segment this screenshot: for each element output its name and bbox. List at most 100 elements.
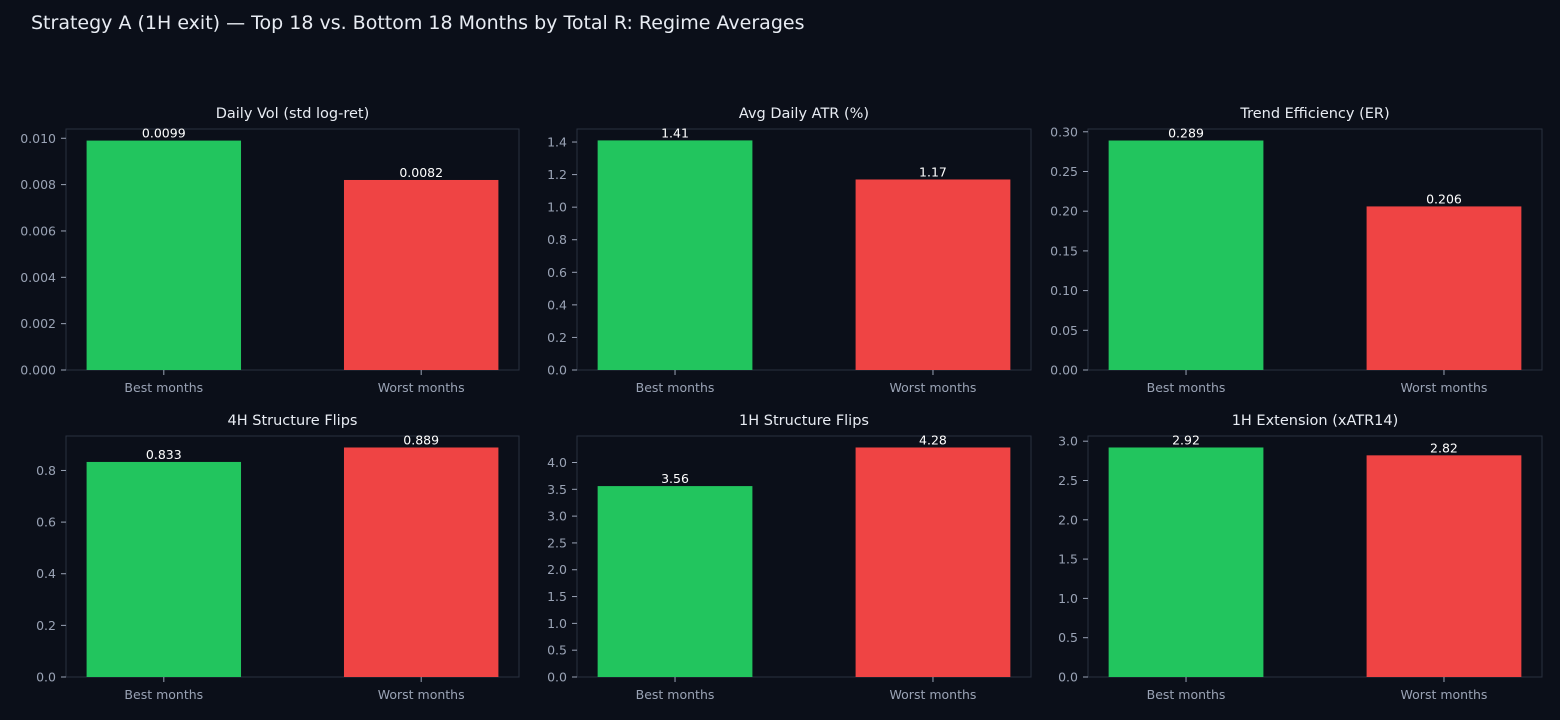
y-tick-label: 0.2: [547, 330, 567, 345]
panel-title: Trend Efficiency (ER): [1239, 106, 1389, 122]
chart-panel-3: Trend Efficiency (ER) 0.00 0.05 0.10 0.15 0.2…: [1050, 106, 1543, 395]
y-tick-label: 1.0: [547, 200, 567, 215]
x-tick-label: Worst months: [1401, 380, 1488, 395]
y-tick-label: 2.5: [547, 535, 567, 550]
y-tick-label: 0.008: [20, 177, 56, 192]
y-tick-label: 0.05: [1050, 323, 1078, 338]
bar-worst-months: [343, 179, 499, 370]
axes-frame: [65, 435, 520, 678]
y-tick-label: 3.0: [547, 509, 567, 524]
y-tick-label: 2.5: [1058, 473, 1078, 488]
x-tick-label: Best months: [636, 380, 715, 395]
chart-panel-6: 1H Extension (xATR14) 0.0 0.5 1.0 1.5 2.0 2.5 3…: [1058, 413, 1543, 702]
y-tick-label: 0.4: [547, 297, 567, 312]
y-tick-label: 0.0: [1058, 670, 1078, 685]
x-tick-label: Worst months: [378, 380, 465, 395]
bar-worst-months: [855, 447, 1011, 677]
y-tick-label: 0.6: [36, 515, 56, 530]
bar-value-label: 0.206: [1426, 191, 1462, 206]
axes-frame: [1087, 435, 1543, 678]
bar-best-months: [86, 140, 242, 370]
x-tick-label: Worst months: [1401, 687, 1488, 702]
y-tick-label: 2.0: [547, 562, 567, 577]
bar-value-label: 4.28: [919, 432, 947, 447]
chart-panels: Daily Vol (std log-ret) 0.000 0.002 0.004 0.…: [20, 106, 1543, 702]
bar-value-label: 0.0082: [399, 165, 443, 180]
y-tick-label: 0.00: [1050, 363, 1078, 378]
bar-value-label: 3.56: [661, 471, 689, 486]
bar-worst-months: [1366, 455, 1522, 677]
y-tick-label: 0.10: [1050, 283, 1078, 298]
y-tick-label: 0.5: [547, 643, 567, 658]
y-tick-label: 0.2: [36, 618, 56, 633]
figure-title: Strategy A (1H exit) — Top 18 vs. Bottom…: [31, 12, 804, 34]
y-tick-label: 1.0: [547, 616, 567, 631]
y-tick-label: 1.0: [1058, 591, 1078, 606]
bar-value-label: 0.833: [146, 447, 182, 462]
y-tick-label: 1.2: [547, 167, 567, 182]
y-tick-label: 0.0: [36, 670, 56, 685]
bar-value-label: 0.289: [1168, 126, 1204, 141]
x-tick-label: Best months: [1147, 687, 1226, 702]
chart-panel-2: Avg Daily ATR (%) 0.0 0.2 0.4 0.6 0.8 1.0 1.2 1.…: [547, 106, 1032, 395]
y-tick-label: 0.0: [547, 670, 567, 685]
y-tick-label: 0.010: [20, 131, 56, 146]
y-tick-label: 1.5: [1058, 552, 1078, 567]
x-tick-label: Best months: [636, 687, 715, 702]
x-tick-label: Worst months: [378, 687, 465, 702]
bar-value-label: 1.41: [661, 125, 689, 140]
chart-panel-4: 4H Structure Flips 0.0 0.2 0.4 0.6 0.8 0.833 Be…: [36, 413, 520, 702]
x-tick-label: Best months: [124, 380, 203, 395]
bar-worst-months: [1366, 206, 1522, 370]
y-tick-label: 1.4: [547, 135, 567, 150]
panel-title: 1H Extension (xATR14): [1232, 413, 1399, 429]
panel-title: 1H Structure Flips: [739, 413, 869, 429]
bar-best-months: [86, 461, 242, 677]
axes-frame: [1087, 128, 1543, 371]
x-tick-label: Best months: [124, 687, 203, 702]
x-tick-label: Worst months: [890, 380, 977, 395]
y-tick-label: 3.5: [547, 482, 567, 497]
bar-value-label: 0.889: [403, 432, 439, 447]
bar-best-months: [1108, 447, 1264, 677]
y-tick-label: 0.4: [36, 566, 56, 581]
y-tick-label: 0.002: [20, 316, 56, 331]
y-tick-label: 0.8: [547, 232, 567, 247]
y-tick-label: 0.20: [1050, 204, 1078, 219]
y-tick-label: 0.15: [1050, 243, 1078, 258]
bar-best-months: [1108, 140, 1264, 370]
y-tick-label: 0.004: [20, 270, 56, 285]
bar-value-label: 2.82: [1430, 440, 1458, 455]
y-tick-label: 0.6: [547, 265, 567, 280]
y-tick-label: 1.5: [547, 589, 567, 604]
chart-panel-1: Daily Vol (std log-ret) 0.000 0.002 0.004 0.…: [20, 106, 520, 395]
chart-panel-5: 1H Structure Flips 0.0 0.5 1.0 1.5 2.0 2.5 3.0 3…: [547, 413, 1032, 702]
y-tick-label: 0.5: [1058, 630, 1078, 645]
y-tick-label: 0.000: [20, 363, 56, 378]
y-tick-label: 0.0: [547, 363, 567, 378]
bar-worst-months: [855, 179, 1011, 370]
panel-title: Daily Vol (std log-ret): [216, 106, 370, 122]
y-tick-label: 0.8: [36, 463, 56, 478]
bar-value-label: 0.0099: [142, 126, 186, 141]
axes-frame: [65, 128, 520, 371]
y-tick-label: 0.25: [1050, 164, 1078, 179]
bar-value-label: 2.92: [1172, 432, 1200, 447]
bar-worst-months: [343, 447, 499, 677]
y-tick-label: 0.006: [20, 223, 56, 238]
panel-title: Avg Daily ATR (%): [739, 106, 869, 122]
x-tick-label: Best months: [1147, 380, 1226, 395]
axes-frame: [576, 128, 1032, 371]
bar-best-months: [597, 486, 753, 677]
panel-title: 4H Structure Flips: [228, 413, 358, 429]
y-tick-label: 2.0: [1058, 512, 1078, 527]
bar-best-months: [597, 140, 753, 370]
y-tick-label: 0.30: [1050, 124, 1078, 139]
axes-frame: [576, 435, 1032, 678]
y-tick-label: 3.0: [1058, 434, 1078, 449]
bar-value-label: 1.17: [919, 164, 947, 179]
y-tick-label: 4.0: [547, 455, 567, 470]
x-tick-label: Worst months: [890, 687, 977, 702]
